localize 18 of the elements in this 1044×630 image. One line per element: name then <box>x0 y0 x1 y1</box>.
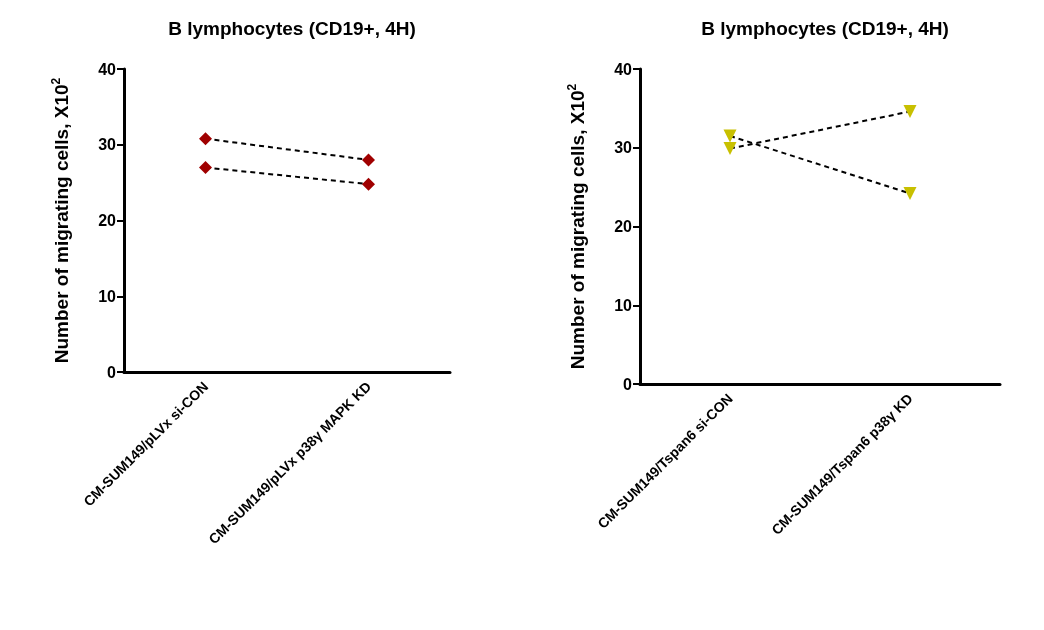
y-tick-label: 10 <box>98 287 117 305</box>
y-tick-label: 20 <box>98 212 117 229</box>
y-tick-label: 30 <box>98 136 117 154</box>
y-tick-label: 40 <box>98 60 117 78</box>
point <box>199 160 212 174</box>
y-axis-title: Number of migrating cells, X102 <box>565 83 588 370</box>
y-tick-label: 30 <box>614 139 633 157</box>
y-tick-label: 0 <box>623 375 633 393</box>
point <box>362 153 375 167</box>
point <box>362 177 375 191</box>
chart-title: B lymphocytes (CD19+, 4H) <box>701 18 949 39</box>
y-tick-label: 40 <box>614 60 633 78</box>
y-tick-label: 10 <box>614 296 633 314</box>
chart-title: B lymphocytes (CD19+, 4H) <box>168 18 416 39</box>
y-tick-label: 20 <box>614 218 633 235</box>
point <box>199 132 212 146</box>
y-tick-label: 0 <box>107 363 117 381</box>
y-axis-title: Number of migrating cells, X102 <box>49 77 72 364</box>
